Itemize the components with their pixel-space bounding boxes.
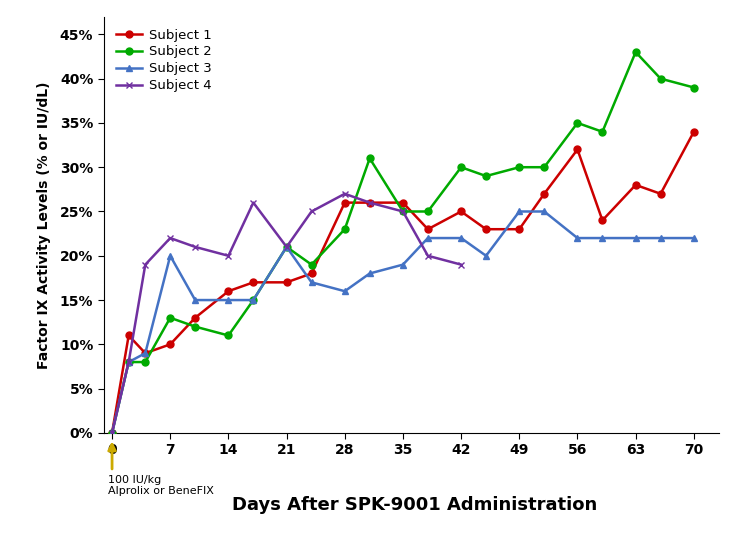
Subject 3 [631,235,640,241]
Subject 4 [107,430,116,436]
Subject 1 [598,217,607,224]
Subject 3 [456,235,465,241]
Subject 1 [456,208,465,215]
Subject 1 [573,146,582,153]
Subject 2 [141,359,150,365]
Line: Subject 1: Subject 1 [109,128,697,436]
Subject 3 [249,297,258,304]
Subject 4 [340,190,349,197]
Subject 2 [539,164,548,170]
Subject 3 [598,235,607,241]
Subject 3 [365,270,374,277]
Subject 3 [282,244,291,250]
Subject 1 [365,199,374,206]
Subject 2 [515,164,524,170]
Subject 1 [515,226,524,233]
Subject 3 [107,430,116,436]
Subject 1 [656,190,665,197]
Subject 1 [224,288,233,295]
Subject 2 [456,164,465,170]
Y-axis label: Factor IX Activity Levels (% or IU/dL): Factor IX Activity Levels (% or IU/dL) [38,81,51,369]
Subject 4 [141,261,150,268]
Subject 2 [249,297,258,304]
Subject 1 [124,332,133,339]
Subject 1 [631,181,640,188]
Subject 3 [656,235,665,241]
Line: Subject 2: Subject 2 [109,49,697,436]
Subject 3 [307,279,316,286]
Subject 1 [539,190,548,197]
Subject 4 [399,208,408,215]
Subject 1 [141,350,150,356]
Subject 3 [689,235,698,241]
Subject 2 [190,324,199,330]
Subject 3 [124,359,133,365]
Subject 3 [141,350,150,356]
Text: Days After SPK-9001 Administration: Days After SPK-9001 Administration [233,496,597,514]
Subject 2 [573,119,582,126]
Subject 2 [689,84,698,91]
Subject 1 [190,315,199,321]
Subject 1 [482,226,491,233]
Subject 2 [124,359,133,365]
Subject 4 [423,253,432,259]
Subject 4 [190,244,199,250]
Subject 3 [166,253,175,259]
Subject 4 [249,199,258,206]
Text: 100 IU/kg
Alprolix or BeneFIX: 100 IU/kg Alprolix or BeneFIX [108,475,214,496]
Line: Subject 3: Subject 3 [109,208,697,436]
Subject 3 [224,297,233,304]
Subject 1 [340,199,349,206]
Subject 2 [166,315,175,321]
Subject 2 [307,261,316,268]
Subject 1 [307,270,316,277]
Subject 2 [365,155,374,162]
Subject 3 [515,208,524,215]
Subject 1 [423,226,432,233]
Subject 4 [365,199,374,206]
Subject 4 [456,261,465,268]
Legend: Subject 1, Subject 2, Subject 3, Subject 4: Subject 1, Subject 2, Subject 3, Subject… [110,23,216,98]
Subject 1 [689,128,698,135]
Subject 4 [307,208,316,215]
Subject 2 [631,49,640,56]
Subject 1 [249,279,258,286]
Subject 4 [166,235,175,241]
Subject 3 [423,235,432,241]
Subject 1 [282,279,291,286]
Subject 4 [224,253,233,259]
Subject 1 [166,341,175,347]
Subject 2 [224,332,233,339]
Subject 1 [107,430,116,436]
Subject 2 [598,128,607,135]
Subject 2 [282,244,291,250]
Subject 3 [399,261,408,268]
Subject 3 [190,297,199,304]
Subject 2 [423,208,432,215]
Subject 3 [340,288,349,295]
Line: Subject 4: Subject 4 [109,190,465,436]
Subject 4 [124,359,133,365]
Subject 4 [282,244,291,250]
Subject 2 [482,173,491,179]
Subject 3 [482,253,491,259]
Subject 3 [539,208,548,215]
Subject 1 [399,199,408,206]
Subject 2 [656,75,665,82]
Subject 2 [340,226,349,233]
Subject 2 [399,208,408,215]
Subject 3 [573,235,582,241]
Subject 2 [107,430,116,436]
